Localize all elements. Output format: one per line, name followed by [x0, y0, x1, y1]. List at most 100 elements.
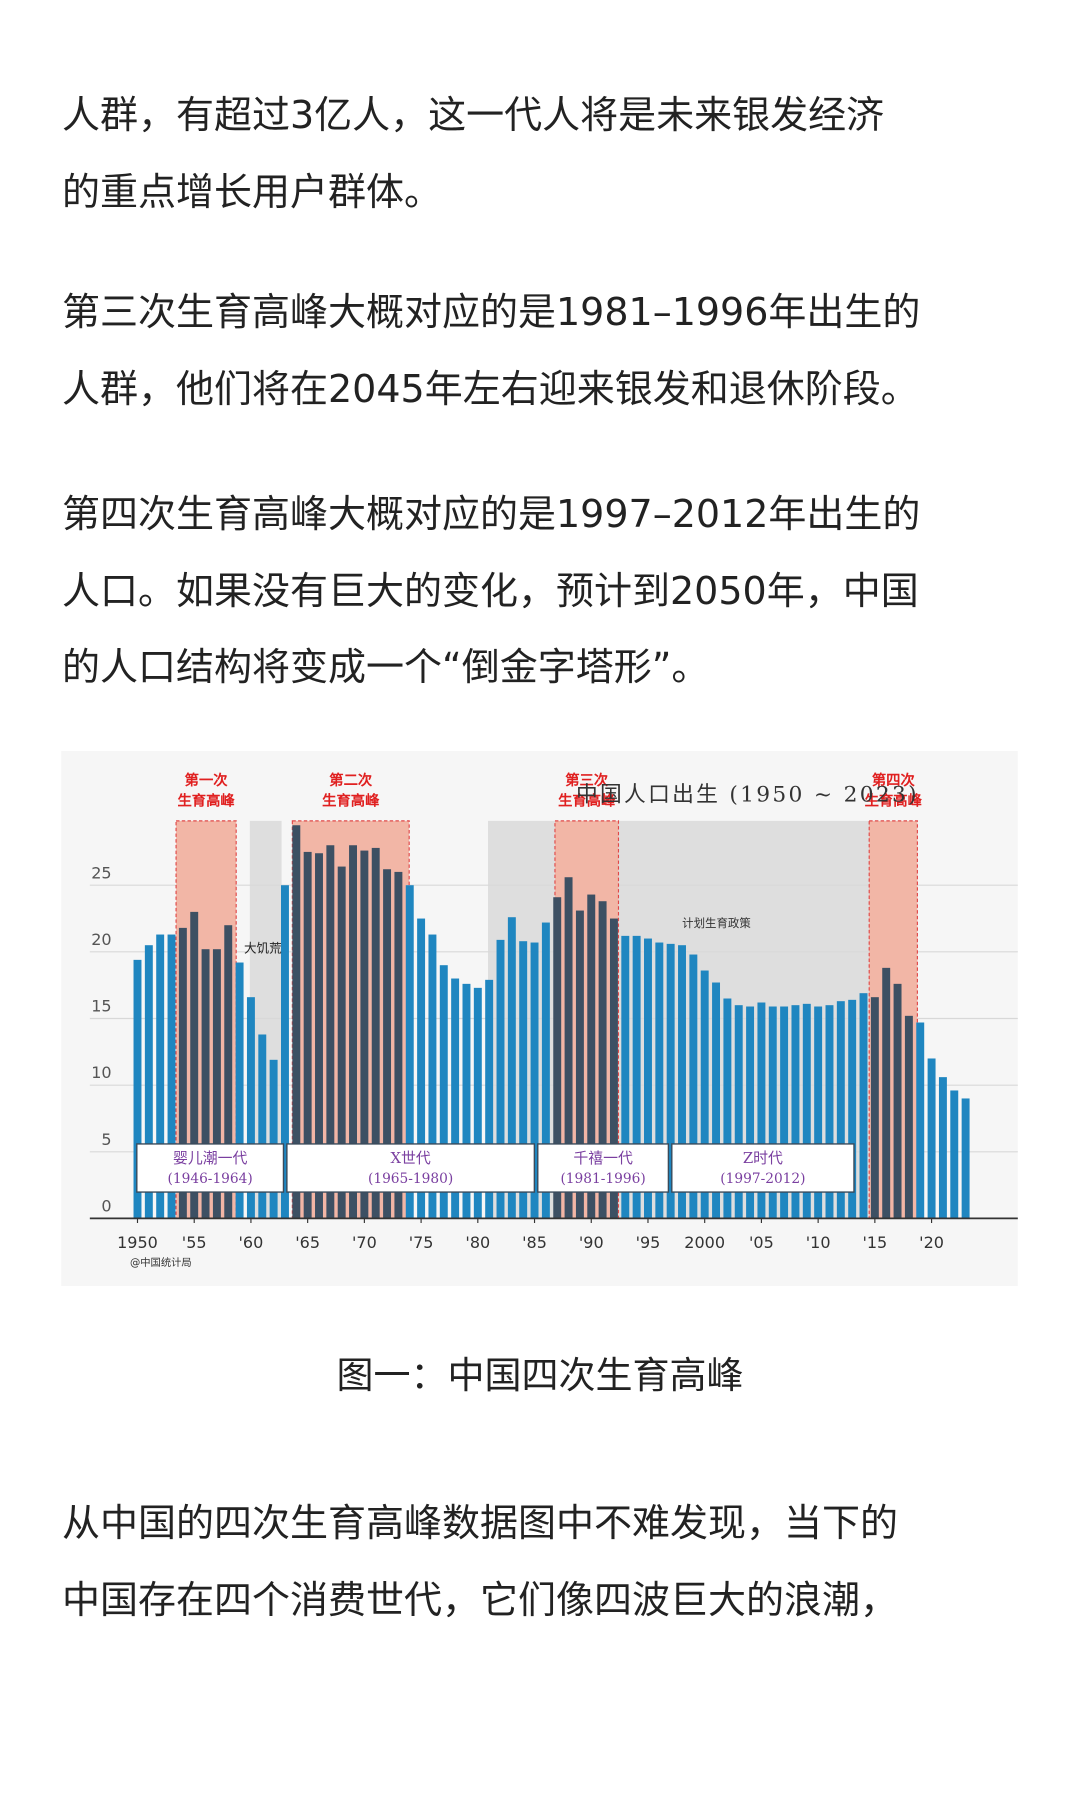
bar [212, 949, 221, 1219]
x-tick-label: '65 [295, 1233, 320, 1252]
bar [178, 927, 187, 1219]
bar [553, 897, 562, 1219]
bar [734, 1005, 743, 1219]
shaded-label: 大饥荒 [244, 941, 282, 956]
bar [927, 1058, 936, 1219]
bar [655, 942, 664, 1219]
paragraph-line: 第三次生育高峰大概对应的是1981–1996年出生的 [62, 290, 921, 334]
bar [916, 1022, 925, 1219]
bar [496, 939, 505, 1219]
x-tick-label: '90 [579, 1233, 604, 1252]
x-tick-label: '80 [465, 1233, 490, 1252]
y-tick-label: 0 [101, 1196, 111, 1215]
bar [144, 945, 153, 1219]
bar [315, 853, 323, 1219]
bar [394, 871, 403, 1219]
bar [723, 998, 732, 1219]
bar [541, 922, 550, 1219]
bar [678, 945, 686, 1219]
bar [451, 978, 460, 1219]
bar [859, 993, 868, 1219]
peak-label: 生育高峰 [177, 791, 235, 809]
bar [768, 1006, 777, 1219]
peak-label: 第一次 [185, 771, 229, 789]
bar [417, 918, 426, 1219]
bar [564, 877, 573, 1219]
bar [848, 999, 857, 1219]
generation-box [136, 1143, 285, 1193]
paragraph-line: 的重点增长用户群体。 [62, 169, 443, 214]
y-tick-label: 25 [91, 863, 111, 882]
bar [167, 934, 176, 1219]
bar [269, 1059, 278, 1219]
bar [405, 885, 414, 1219]
bar [700, 970, 709, 1219]
x-tick-label: 2000 [684, 1233, 725, 1252]
x-tick-label: '85 [522, 1233, 547, 1252]
bar [802, 1003, 811, 1219]
bar [337, 866, 346, 1219]
bar [870, 997, 879, 1219]
peak-label: 生育高峰 [865, 791, 923, 809]
bar [258, 1034, 267, 1219]
bar [133, 959, 142, 1219]
generation-years: (1981-1996) [560, 1171, 645, 1187]
y-tick-label: 10 [91, 1063, 111, 1082]
shaded-label: 计划生育政策 [682, 916, 751, 930]
bar [156, 934, 165, 1219]
bar [473, 987, 482, 1219]
bar [575, 910, 584, 1219]
x-tick-label: 1950 [117, 1233, 158, 1252]
x-tick-label: '55 [182, 1233, 207, 1252]
bar [621, 935, 630, 1219]
generation-name: X世代 [390, 1149, 430, 1167]
bar [224, 925, 233, 1219]
bar [836, 1001, 845, 1219]
generation-box [286, 1143, 536, 1193]
x-tick-label: '70 [352, 1233, 377, 1252]
generation-years: (1946-1964) [168, 1171, 253, 1187]
bar [644, 938, 652, 1219]
bar [507, 917, 516, 1219]
bar [712, 982, 721, 1219]
chart-title: 中国人口出生 (1950 ~ 2023) [576, 783, 919, 808]
bar [371, 847, 380, 1219]
y-tick-label: 20 [91, 930, 111, 949]
bar [791, 1005, 800, 1219]
paragraph-line: 的人口结构将变成一个“倒金字塔形”。 [62, 645, 710, 689]
bar [587, 894, 596, 1219]
bar [190, 911, 199, 1219]
generation-years: (1997-2012) [720, 1171, 805, 1187]
x-tick-label: '60 [239, 1233, 264, 1252]
y-tick-label: 15 [91, 997, 111, 1016]
bar [280, 885, 289, 1219]
bar [825, 1005, 834, 1219]
bar [303, 851, 312, 1219]
x-tick-label: '15 [862, 1233, 887, 1252]
generation-box [537, 1143, 670, 1193]
bar [360, 850, 369, 1219]
x-tick-label: '20 [919, 1233, 944, 1252]
bar [904, 1015, 913, 1219]
bar [349, 845, 358, 1219]
bar [246, 997, 255, 1219]
peak-label: 第四次 [872, 771, 916, 789]
source: @中国统计局 [130, 1256, 192, 1269]
paragraph-line: 中国存在四个消费世代，它们像四波巨大的浪潮， [62, 1577, 899, 1622]
peak-label: 生育高峰 [322, 791, 380, 809]
bar [666, 943, 675, 1219]
bar [961, 1098, 970, 1219]
x-tick-label: '10 [806, 1233, 831, 1252]
bar [689, 954, 698, 1219]
peak-label: 第三次 [565, 771, 609, 789]
bar [519, 941, 528, 1219]
x-tick-label: '95 [636, 1233, 661, 1252]
bar [950, 1090, 959, 1219]
generation-box [671, 1143, 855, 1193]
bar [292, 825, 301, 1219]
bar [383, 869, 392, 1219]
bar [485, 979, 494, 1219]
bar [938, 1077, 947, 1219]
bar [428, 934, 437, 1219]
